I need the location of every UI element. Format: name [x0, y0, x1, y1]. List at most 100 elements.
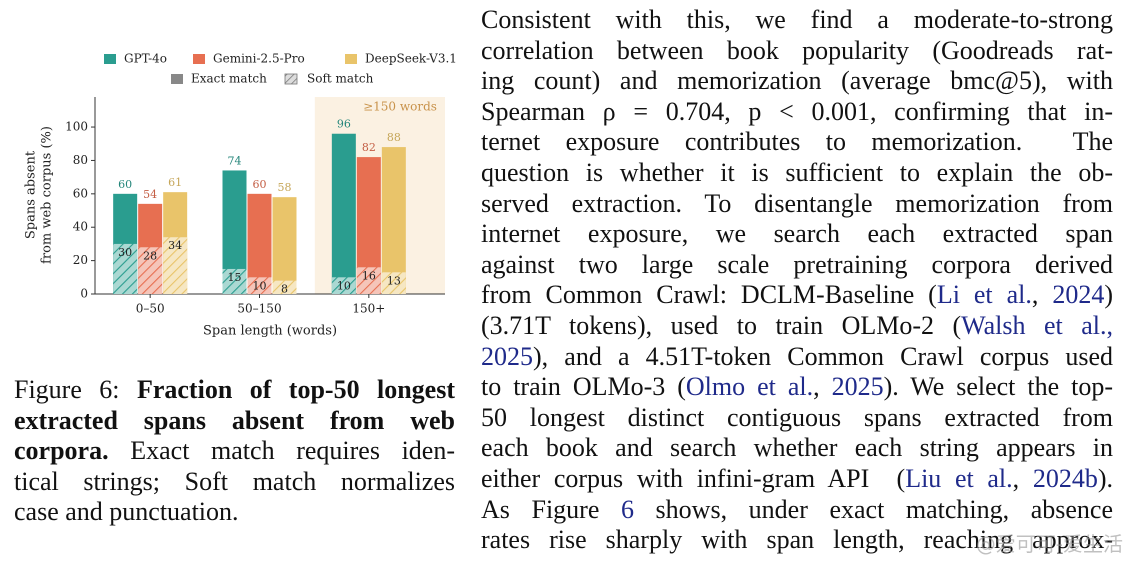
body-text-segment: 50 longest distinct contiguous spans ext… [481, 402, 1113, 432]
citation-link[interactable]: 2024 [1052, 280, 1105, 310]
soft-value-label: 8 [281, 283, 288, 296]
y-tick-label: 60 [73, 186, 88, 200]
citation-link[interactable]: 6 [620, 494, 634, 524]
y-axis-label: Spans absent [24, 150, 39, 239]
body-line: 2025), and a 4.51T-token Common Crawl co… [481, 342, 1113, 373]
body-text-segment: shows, under exact matching, absence [633, 494, 1113, 524]
bar-soft [356, 267, 381, 294]
x-tick-label: 0–50 [136, 302, 165, 316]
bar-soft [381, 272, 406, 294]
caption-bold: corpora. [14, 436, 109, 466]
body-text-segment: internet exposure, we search each extrac… [481, 219, 1113, 249]
body-line: to train OLMo-3 (Olmo et al., 2025). We … [481, 372, 1113, 403]
body-text-segment: ), and a 4.51T-token Common Crawl corpus… [533, 341, 1113, 371]
value-label: 96 [337, 118, 351, 131]
body-line: from Common Crawl: DCLM-Baseline (Li et … [481, 280, 1113, 311]
citation-link[interactable]: 2025 [831, 372, 884, 402]
caption-text: case and punctuation. [14, 497, 239, 527]
value-label: 60 [253, 178, 267, 191]
citation-link[interactable]: Walsh et al., [961, 310, 1113, 340]
citation-link[interactable]: 2024b [1032, 463, 1098, 493]
soft-value-label: 16 [362, 269, 376, 282]
body-line: served extraction. To disentangle memori… [481, 189, 1113, 220]
body-line: each book and search whether each string… [481, 433, 1113, 464]
body-text-segment: ternet exposure contributes to memorizat… [481, 127, 1113, 157]
soft-value-label: 15 [228, 271, 242, 284]
caption-text: tical strings; Soft match normalizes [14, 466, 455, 496]
legend-label: Soft match [307, 72, 374, 86]
soft-value-label: 13 [387, 274, 401, 287]
body-text-segment: question is whether it is sufficient to … [481, 157, 1113, 187]
body-line: rates rise sharply with span length, rea… [481, 525, 1113, 556]
body-text-segment: (3.71T tokens), used to train OLMo-2 ( [481, 310, 962, 340]
value-label: 74 [228, 154, 242, 167]
body-text-segment: ) [1104, 280, 1113, 310]
body-text-segment: from Common Crawl: DCLM-Baseline ( [481, 280, 937, 310]
caption-text: Exact match requires iden- [108, 436, 455, 466]
caption-bold: extracted spans absent from web [14, 405, 455, 435]
bar-exact [272, 197, 297, 294]
value-label: 88 [387, 131, 401, 144]
body-line: question is whether it is sufficient to … [481, 158, 1113, 189]
watermark: @爱可可-爱生活 [975, 532, 1123, 556]
body-text-segment: correlation between book popularity (Goo… [481, 35, 1113, 65]
body-line: Spearman ρ = 0.704, p < 0.001, confirmin… [481, 97, 1113, 128]
y-axis-label: from web corpus (%) [40, 126, 55, 264]
bar-soft [222, 268, 247, 294]
soft-value-label: 10 [337, 279, 351, 292]
body-text-segment: served extraction. To disentangle memori… [481, 188, 1113, 218]
y-tick-label: 40 [73, 220, 88, 234]
body-text-segment: Spearman ρ = 0.704, p < 0.001, confirmin… [481, 96, 1113, 126]
body-text-segment: ). We select the top- [883, 372, 1113, 402]
body-text-segment: either corpus with infini-gram API ( [481, 463, 906, 493]
caption-line: Figure 6: Fraction of top-50 longest [14, 375, 455, 406]
chart: ≥150 words 0 20 40 60 80 100 0–50 60 30 54 28 61 34 50… [24, 52, 457, 339]
legend-label: DeepSeek-V3.1 [365, 52, 457, 66]
legend-label: GPT-4o [124, 52, 167, 66]
body-text-segment: As Figure [481, 494, 621, 524]
annotation: ≥150 words [363, 100, 437, 114]
value-label: 61 [168, 176, 182, 189]
caption-text: Figure 6: [14, 375, 137, 404]
figure-caption: Figure 6: Fraction of top-50 longest extr… [14, 375, 455, 528]
x-tick-label: 50–150 [237, 302, 281, 316]
body-line: ternet exposure contributes to memorizat… [481, 127, 1113, 158]
y-tick-label: 0 [80, 287, 88, 301]
body-text-segment: , [1031, 280, 1053, 310]
caption-line: extracted spans absent from web [14, 406, 455, 437]
citation-link[interactable]: 2025 [481, 341, 533, 371]
legend-swatch [193, 54, 205, 64]
citation-link[interactable]: Liu et al. [905, 463, 1013, 493]
y-tick-label: 80 [73, 153, 88, 167]
legend-label: Gemini-2.5-Pro [213, 52, 305, 66]
value-label: 54 [143, 188, 157, 201]
x-axis-label: Span length (words) [203, 324, 337, 339]
caption-line: tical strings; Soft match normalizes [14, 467, 455, 498]
body-line: Consistent with this, we find a moderate… [481, 5, 1113, 36]
body-text-segment: ). [1097, 463, 1113, 493]
body-text-segment: rates rise sharply with span length, rea… [481, 525, 1113, 555]
y-tick-label: 20 [73, 253, 88, 267]
value-label: 82 [362, 141, 376, 154]
body-text-segment: , [1012, 463, 1033, 493]
legend-swatch [284, 73, 298, 85]
body-line: As Figure 6 shows, under exact matching,… [481, 495, 1113, 526]
x-tick-label: 150+ [352, 302, 385, 316]
caption-line: corpora. Exact match requires iden- [14, 436, 455, 467]
value-label: 60 [118, 178, 132, 191]
bar-soft [138, 247, 163, 294]
citation-link[interactable]: Olmo et al. [685, 372, 814, 402]
bar-exact [381, 147, 406, 294]
body-text-segment: to train OLMo-3 ( [481, 372, 686, 402]
body-line: against two large scale pretraining corp… [481, 250, 1113, 281]
soft-value-label: 30 [118, 246, 132, 259]
body-line: correlation between book popularity (Goo… [481, 36, 1113, 67]
body-line: 50 longest distinct contiguous spans ext… [481, 403, 1113, 434]
bar-soft [272, 280, 297, 294]
body-text-segment: against two large scale pretraining corp… [481, 249, 1113, 279]
citation-link[interactable]: Li et al. [936, 280, 1032, 310]
body-text-segment: ing count) and memorization (average bmc… [481, 66, 1113, 96]
bar-soft [113, 243, 138, 294]
y-tick-label: 100 [65, 120, 88, 134]
